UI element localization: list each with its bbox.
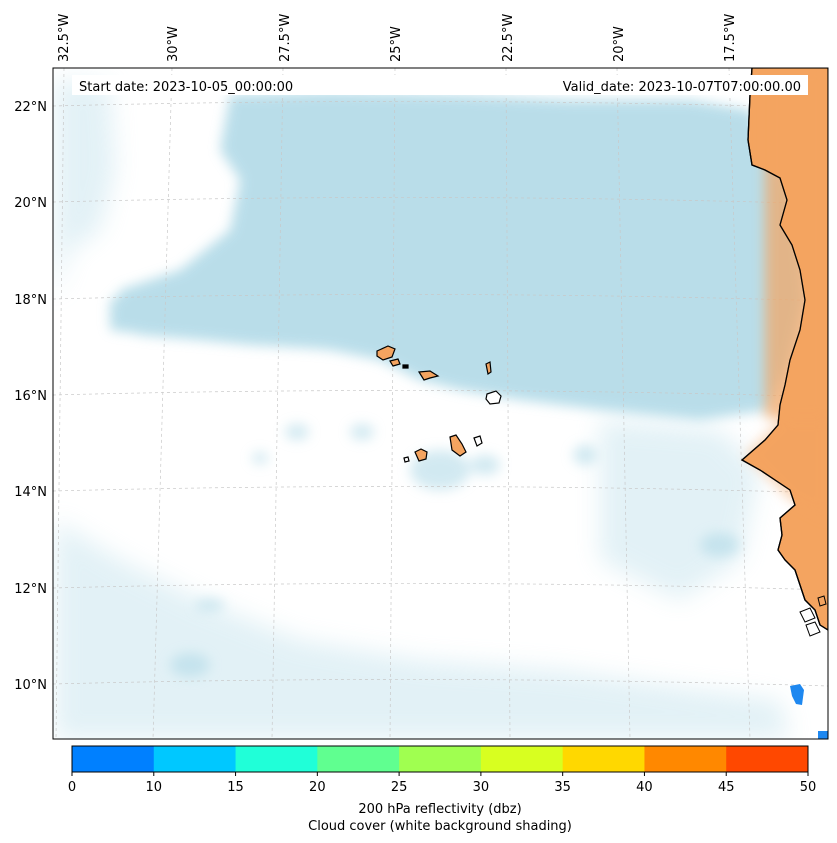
map-frame (52, 67, 829, 740)
colorbar-tick-label: 10 (146, 780, 163, 795)
parallel-14n (53, 486, 828, 494)
colorbar-swatch (399, 746, 482, 772)
lat-label-10n: 10°N (14, 678, 47, 693)
lat-label-16n: 16°N (14, 389, 47, 404)
lat-label-18n: 18°N (14, 293, 47, 308)
colorbar-tick-label: 50 (800, 780, 817, 795)
island-santiago (449, 434, 467, 457)
graticule (53, 68, 828, 739)
lon-label-30w: 30°W (166, 26, 181, 62)
island-santa-luzia (402, 364, 409, 369)
map-panel: Start date: 2023-10-05_00:00:00 Valid_da… (52, 67, 829, 740)
island-sal (485, 361, 492, 375)
colorbar-swatch (562, 746, 645, 772)
colorbar-tick-label: 35 (554, 780, 571, 795)
parallel-22n (53, 101, 828, 109)
meridian-17-5w (728, 68, 751, 739)
colorbar-tick-label: 20 (309, 780, 326, 795)
lat-label-22n: 22°N (14, 100, 47, 115)
colorbar-swatches (72, 746, 809, 772)
lat-label-20n: 20°N (14, 196, 47, 211)
reflectivity-coast-shading (745, 68, 828, 520)
meridian-32-5w (55, 68, 65, 739)
parallel-12n (53, 583, 828, 591)
colorbar-swatch (235, 746, 318, 772)
colorbar-tick-label: 15 (227, 780, 244, 795)
cloud-fragments (170, 424, 740, 677)
coastline (740, 68, 828, 631)
colorbar-label-line1: 200 hPa reflectivity (dbz) (358, 802, 521, 817)
cloud-cover-shading (55, 80, 805, 739)
colorbar-label-line2: Cloud cover (white background shading) (308, 819, 572, 834)
colorbar-swatch (726, 746, 809, 772)
parallel-10n (53, 679, 828, 687)
coastal-islands-south (799, 595, 827, 637)
colorbar-swatch (153, 746, 237, 772)
colorbar: 0 10 15 20 25 30 35 40 45 50 200 hPa reflectivity… (68, 745, 816, 834)
parallel-20n (53, 197, 828, 205)
meridian-25w (389, 68, 396, 739)
cloud-region-band (110, 270, 380, 350)
valid-date-label: Valid_date: 2023-10-07T07:00:00.00 (563, 80, 801, 95)
cloud-region-southwest (55, 520, 790, 739)
island-boa-vista (485, 390, 502, 405)
reflectivity-cell-a (790, 684, 804, 705)
island-fogo (414, 448, 428, 462)
colorbar-swatch (480, 746, 564, 772)
island-sao-nicolau (417, 370, 440, 381)
meridian-30w (152, 68, 173, 739)
longitude-labels: 32.5°W 30°W 27.5°W 25°W 22.5°W 20°W 17.5… (57, 14, 738, 62)
cloud-main-layer (110, 92, 805, 420)
header-box (72, 75, 808, 95)
meridian-20w (616, 68, 631, 739)
colorbar-swatch (72, 746, 155, 772)
colorbar-tick-label: 45 (718, 780, 735, 795)
island-brava (403, 456, 410, 463)
lat-label-12n: 12°N (14, 582, 47, 597)
reflectivity-cells (790, 684, 828, 739)
island-santo-antao (376, 345, 396, 361)
colorbar-tick-label: 0 (68, 780, 76, 795)
lat-label-14n: 14°N (14, 485, 47, 500)
parallel-18n (53, 294, 828, 302)
island-sao-vicente (389, 358, 401, 367)
colorbar-tick-label: 25 (391, 780, 408, 795)
colorbar-swatch (317, 746, 400, 772)
lon-label-25w: 25°W (389, 26, 404, 62)
meridian-22-5w (505, 68, 511, 739)
parallel-16n (53, 390, 828, 398)
reflectivity-cell-b (818, 731, 828, 739)
meridian-27-5w (271, 68, 284, 739)
lon-label-22-5w: 22.5°W (501, 14, 516, 62)
cape-verde-islands (376, 345, 502, 463)
colorbar-frame (71, 745, 809, 773)
colorbar-ticks: 0 10 15 20 25 30 35 40 45 50 (68, 772, 816, 795)
latitude-labels: 22°N 20°N 18°N 16°N 14°N 12°N 10°N (14, 100, 47, 693)
island-maio (473, 435, 483, 447)
colorbar-tick-label: 40 (636, 780, 653, 795)
lon-label-20w: 20°W (612, 26, 627, 62)
lon-label-17-5w: 17.5°W (723, 14, 738, 62)
cloud-region-west (55, 80, 115, 300)
lon-label-32-5w: 32.5°W (57, 14, 72, 62)
lon-label-27-5w: 27.5°W (278, 14, 293, 62)
start-date-label: Start date: 2023-10-05_00:00:00 (79, 80, 293, 95)
colorbar-swatch (644, 746, 727, 772)
colorbar-tick-label: 30 (473, 780, 490, 795)
